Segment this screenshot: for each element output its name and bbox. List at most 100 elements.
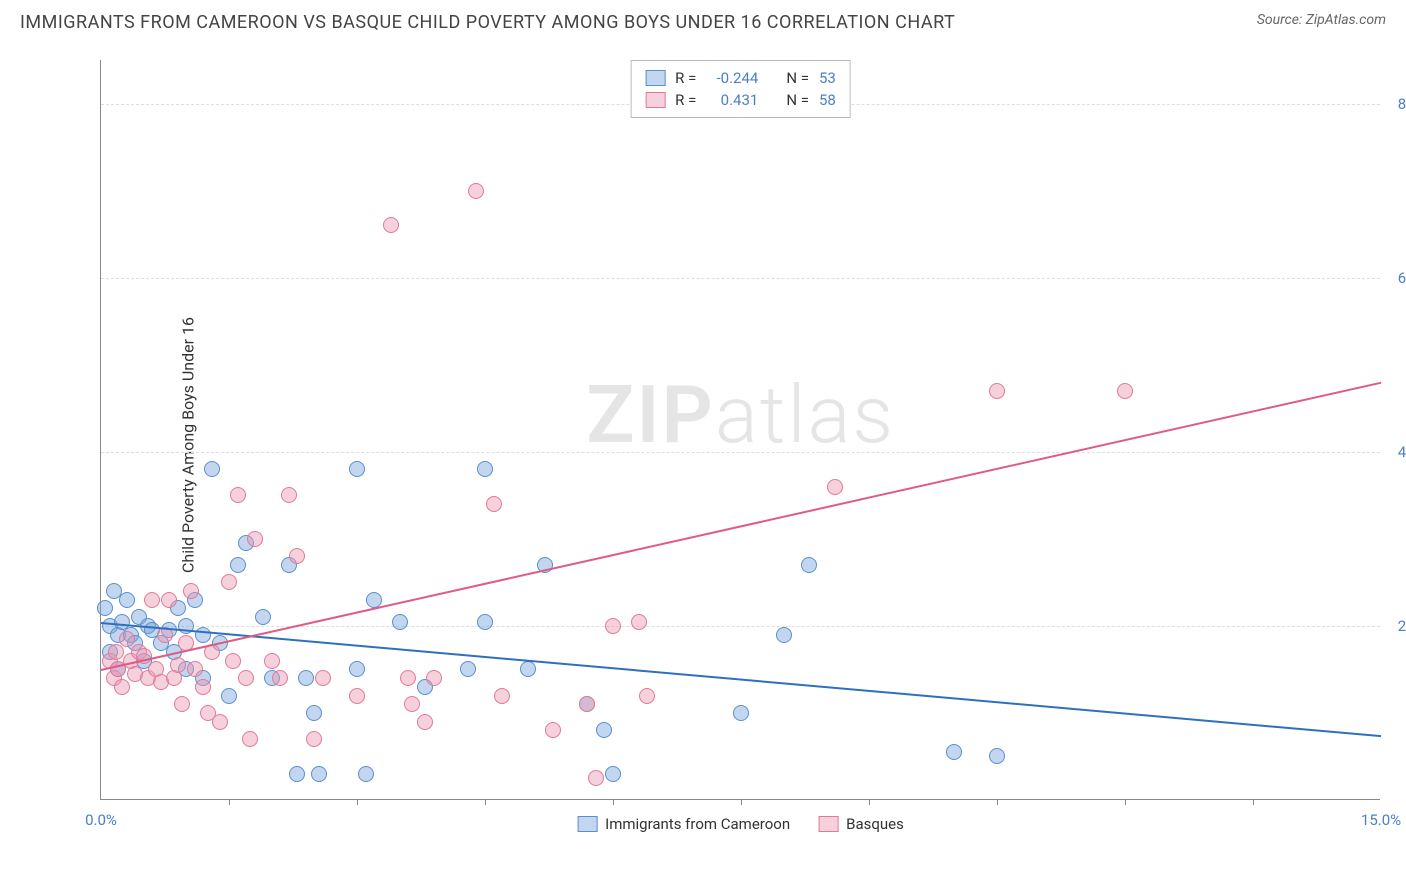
x-tick-mark (997, 799, 998, 805)
x-tick-mark (229, 799, 230, 805)
scatter-point (588, 770, 604, 786)
legend-series: Immigrants from Cameroon Basques (577, 815, 904, 833)
scatter-point (225, 653, 241, 669)
scatter-point (349, 461, 365, 477)
scatter-point (306, 731, 322, 747)
scatter-point (545, 722, 561, 738)
scatter-point (579, 696, 595, 712)
scatter-point (221, 574, 237, 590)
scatter-point (108, 644, 124, 660)
scatter-point (230, 557, 246, 573)
x-tick-mark (1125, 799, 1126, 805)
scatter-point (298, 670, 314, 686)
watermark: ZIPatlas (586, 368, 895, 462)
y-tick-label: 40.0% (1398, 443, 1406, 461)
source-name: ZipAtlas.com (1306, 12, 1386, 28)
legend-stat-row: R = -0.244 N = 53 (645, 67, 836, 89)
scatter-point (946, 744, 962, 760)
y-tick-label: 60.0% (1398, 269, 1406, 287)
scatter-point (383, 217, 399, 233)
scatter-point (119, 631, 135, 647)
legend-swatch (645, 92, 665, 108)
scatter-point (183, 583, 199, 599)
scatter-point (358, 766, 374, 782)
scatter-point (187, 661, 203, 677)
scatter-point (195, 627, 211, 643)
scatter-point (349, 688, 365, 704)
scatter-point (238, 670, 254, 686)
scatter-point (426, 670, 442, 686)
x-tick-mark (485, 799, 486, 805)
scatter-point (494, 688, 510, 704)
n-label: N = (786, 69, 809, 87)
r-value: 0.431 (706, 91, 758, 109)
x-tick-mark (357, 799, 358, 805)
gridline-horizontal (101, 278, 1380, 279)
chart-title: IMMIGRANTS FROM CAMEROON VS BASQUE CHILD… (20, 12, 955, 33)
scatter-point (989, 383, 1005, 399)
x-tick-mark (869, 799, 870, 805)
y-tick-label: 20.0% (1398, 617, 1406, 635)
x-tick-mark (1253, 799, 1254, 805)
chart-area: Child Poverty Among Boys Under 16 ZIPatl… (50, 50, 1386, 840)
legend-swatch (577, 816, 597, 832)
scatter-point (264, 653, 280, 669)
scatter-point (468, 183, 484, 199)
scatter-point (212, 714, 228, 730)
x-tick-mark (741, 799, 742, 805)
scatter-point (477, 614, 493, 630)
legend-stats: R =-0.244N =53R =0.431N =58 (630, 60, 851, 118)
scatter-point (311, 766, 327, 782)
scatter-point (119, 592, 135, 608)
scatter-point (801, 557, 817, 573)
scatter-point (242, 731, 258, 747)
scatter-point (204, 461, 220, 477)
scatter-point (639, 688, 655, 704)
scatter-point (144, 592, 160, 608)
n-value: 53 (819, 69, 836, 87)
x-tick-mark (613, 799, 614, 805)
scatter-plot: ZIPatlas R =-0.244N =53R =0.431N =58 Imm… (100, 60, 1380, 800)
n-label: N = (786, 91, 809, 109)
scatter-point (255, 609, 271, 625)
gridline-horizontal (101, 452, 1380, 453)
scatter-point (230, 487, 246, 503)
legend-series-label: Basques (846, 815, 904, 833)
scatter-point (776, 627, 792, 643)
source-prefix: Source: (1257, 12, 1306, 28)
scatter-point (392, 614, 408, 630)
scatter-point (417, 714, 433, 730)
legend-series-label: Immigrants from Cameroon (605, 815, 790, 833)
scatter-point (114, 679, 130, 695)
scatter-point (315, 670, 331, 686)
watermark-rest: atlas (715, 368, 895, 462)
legend-series-item: Basques (818, 815, 904, 833)
scatter-point (477, 461, 493, 477)
scatter-point (486, 496, 502, 512)
legend-swatch (818, 816, 838, 832)
scatter-point (733, 705, 749, 721)
legend-stat-row: R =0.431N =58 (645, 89, 836, 111)
scatter-point (404, 696, 420, 712)
scatter-point (827, 479, 843, 495)
scatter-point (1117, 383, 1133, 399)
scatter-point (170, 657, 186, 673)
r-label: R = (675, 69, 696, 87)
scatter-point (289, 766, 305, 782)
legend-swatch (645, 70, 665, 86)
scatter-point (605, 618, 621, 634)
scatter-point (247, 531, 263, 547)
trend-line (101, 382, 1381, 671)
scatter-point (605, 766, 621, 782)
scatter-point (195, 679, 211, 695)
source-attribution: Source: ZipAtlas.com (1257, 12, 1386, 28)
scatter-point (631, 614, 647, 630)
scatter-point (174, 696, 190, 712)
r-value: -0.244 (706, 69, 758, 87)
x-tick-label: 0.0% (85, 811, 117, 829)
r-label: R = (675, 91, 696, 109)
scatter-point (400, 670, 416, 686)
scatter-point (161, 592, 177, 608)
scatter-point (989, 748, 1005, 764)
y-tick-label: 80.0% (1398, 95, 1406, 113)
